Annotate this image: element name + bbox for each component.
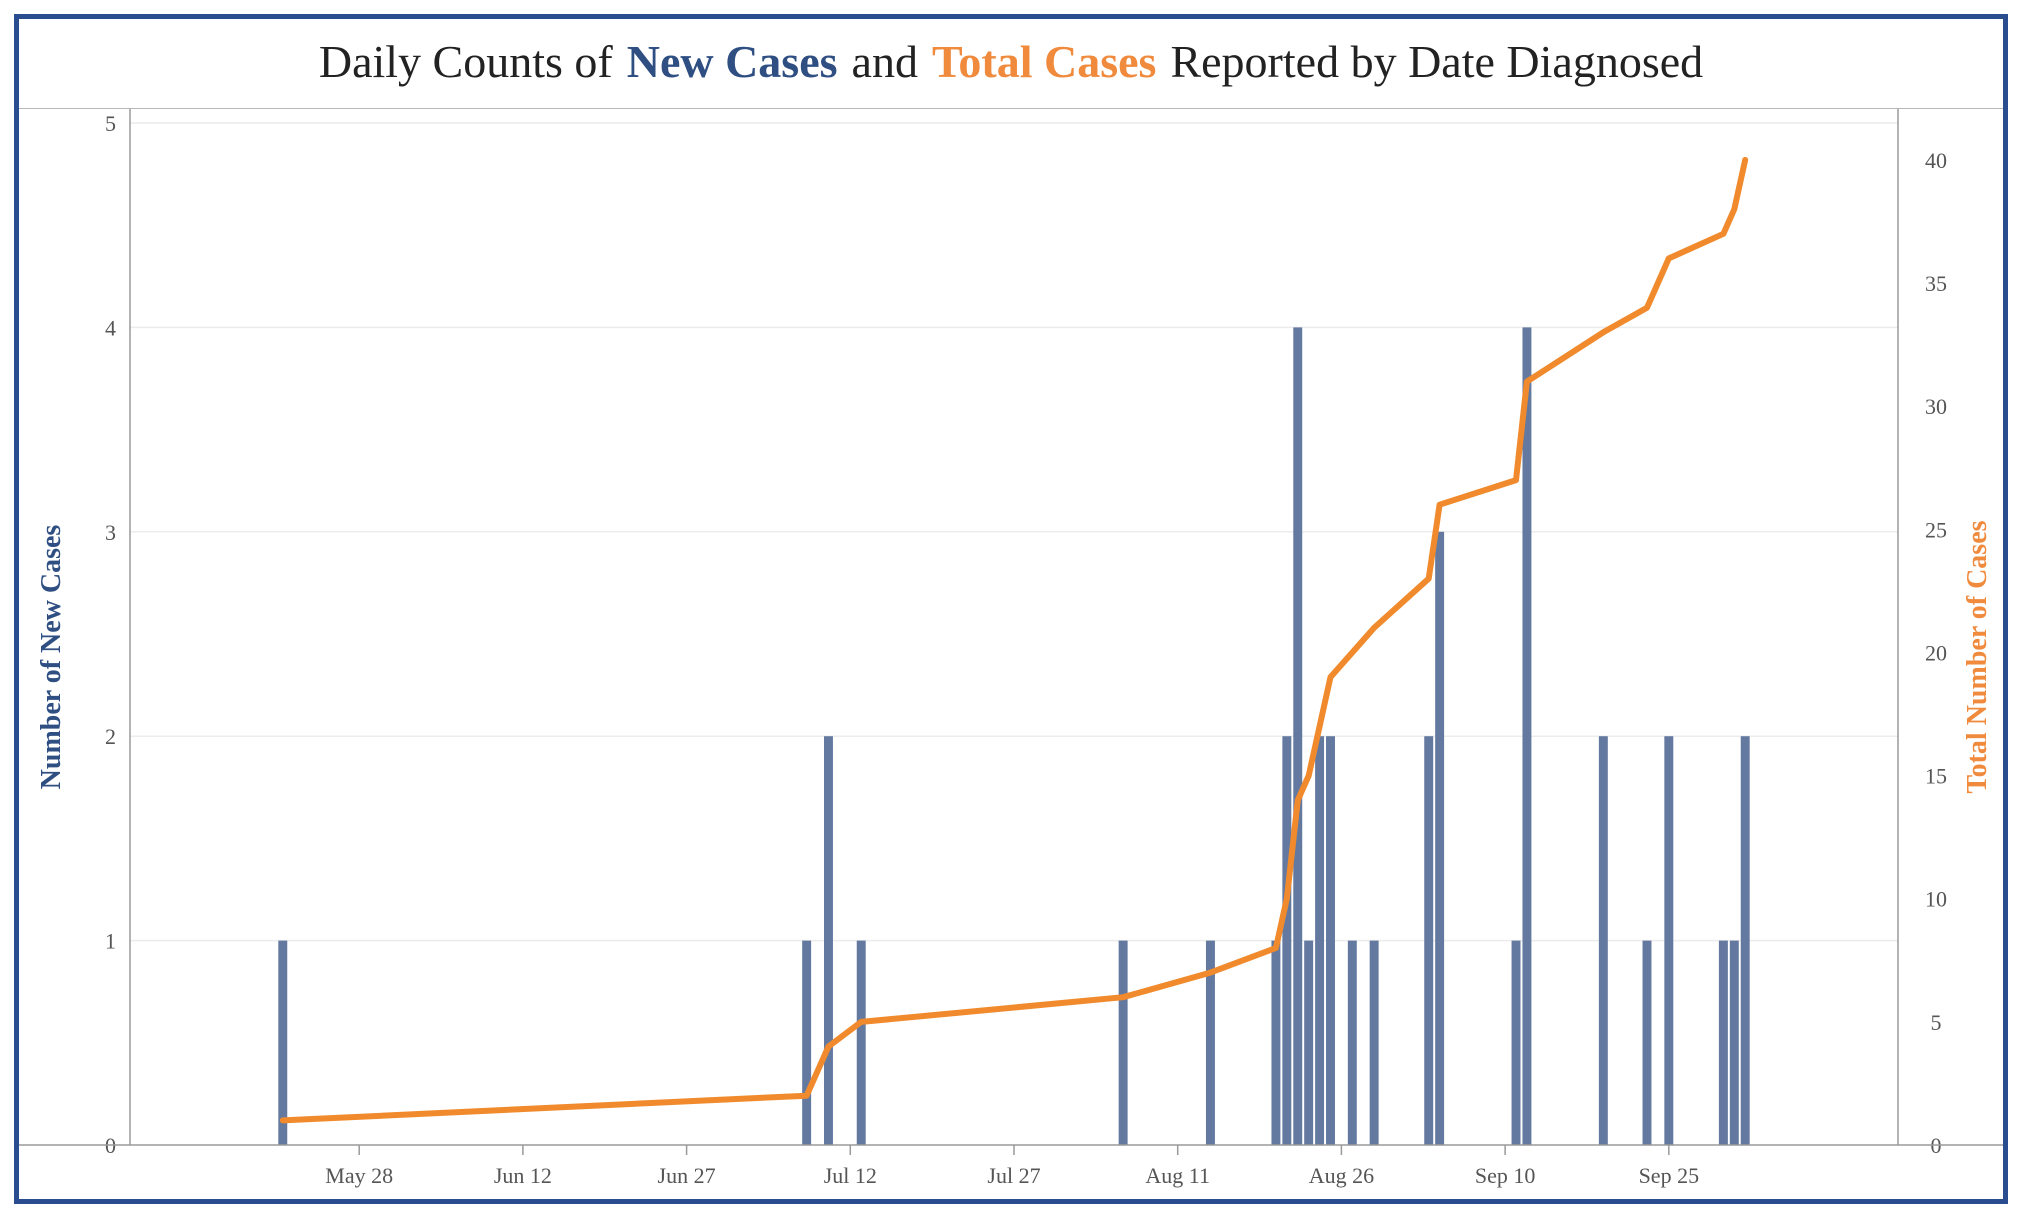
new-cases-bar (1664, 736, 1674, 1145)
y-axis-left-label: Number of New Cases (36, 525, 67, 790)
new-cases-bar (1293, 327, 1303, 1145)
title-divider (19, 108, 2003, 109)
new-cases-bar (1522, 327, 1532, 1145)
y-right-tick-label: 25 (1925, 517, 1947, 542)
x-tick-label: Sep 25 (1639, 1163, 1700, 1188)
new-cases-bar (1729, 940, 1739, 1145)
y-left-tick-label: 3 (105, 520, 116, 545)
total-cases-line (279, 156, 1749, 1124)
y-right-tick-label: 20 (1925, 640, 1947, 665)
x-tick-label: Sep 10 (1475, 1163, 1536, 1188)
y-right-tick-label: 15 (1925, 764, 1947, 789)
chart-title: Daily Counts of New Cases and Total Case… (14, 14, 2008, 109)
new-cases-bar (1347, 940, 1357, 1145)
new-cases-bar (1642, 940, 1652, 1145)
axis-labels: Number of New Cases Total Number of Case… (36, 520, 1993, 793)
title-new-cases: New Cases (626, 36, 838, 87)
title-suffix: Reported by Date Diagnosed (1170, 36, 1704, 87)
y-right-tick-label: 35 (1925, 271, 1947, 296)
new-cases-bar (278, 940, 288, 1145)
title-total-cases: Total Cases (931, 36, 1157, 87)
new-cases-bar (1315, 736, 1325, 1145)
new-cases-bar (1304, 940, 1314, 1145)
x-tick-label: Jul 27 (987, 1163, 1040, 1188)
title-prefix: Daily Counts of (318, 36, 613, 87)
y-left-tick-label: 4 (105, 315, 116, 340)
new-cases-bar (1718, 940, 1728, 1145)
total-cases-line-layer (279, 156, 1749, 1124)
new-cases-bar (1369, 940, 1379, 1145)
new-cases-bar (1282, 736, 1292, 1145)
new-cases-bars (278, 327, 1750, 1145)
y-left-tick-label: 2 (105, 724, 116, 749)
y-right-tick-label: 5 (1931, 1010, 1942, 1035)
new-cases-bar (1271, 940, 1281, 1145)
y-left-tick-label: 5 (105, 111, 116, 136)
y-left-tick-label: 1 (105, 929, 116, 954)
new-cases-bar (1424, 736, 1434, 1145)
new-cases-bar (1435, 531, 1445, 1145)
y-right-tick-label: 30 (1925, 394, 1947, 419)
new-cases-bar (1598, 736, 1608, 1145)
x-tick-label: Jun 27 (658, 1163, 716, 1188)
new-cases-bar (856, 940, 866, 1145)
new-cases-bar (1205, 940, 1215, 1145)
new-cases-bar (823, 736, 833, 1145)
y-right-tick-label: 40 (1925, 148, 1947, 173)
new-cases-bar (802, 940, 812, 1145)
new-cases-bar (1326, 736, 1335, 1145)
x-tick-label: Jun 12 (494, 1163, 552, 1188)
x-tick-label: Aug 11 (1145, 1163, 1210, 1188)
new-cases-bar (1118, 940, 1128, 1145)
title-mid: and (851, 36, 918, 87)
x-tick-label: May 28 (325, 1163, 393, 1188)
y-axis-right-label: Total Number of Cases (1962, 520, 1993, 793)
gridlines (130, 122, 1898, 942)
x-tick-label: Aug 26 (1309, 1163, 1374, 1188)
new-cases-bar (1511, 940, 1521, 1145)
y-right-tick-label: 10 (1925, 887, 1947, 912)
new-cases-bar (1740, 736, 1750, 1145)
x-tick-label: Jul 12 (824, 1163, 877, 1188)
